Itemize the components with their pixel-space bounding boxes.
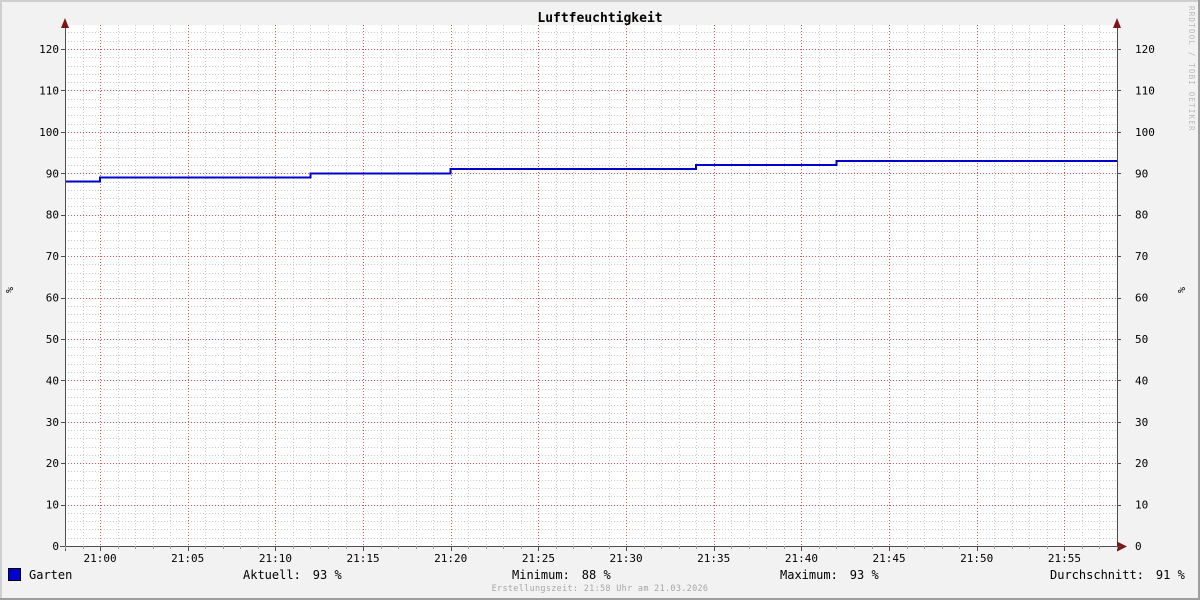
chart-title: Luftfeuchtigkeit xyxy=(537,11,663,26)
svg-text:30: 30 xyxy=(46,416,59,429)
svg-text:21:35: 21:35 xyxy=(697,552,730,565)
stat-maximum-value: 93 % xyxy=(849,568,879,582)
stat-durchschnitt-label: Durchschnitt: xyxy=(1050,568,1144,582)
svg-text:50: 50 xyxy=(46,333,59,346)
svg-text:21:45: 21:45 xyxy=(873,552,906,565)
stat-durchschnitt: Durchschnitt: 91 % xyxy=(1050,568,1185,582)
stat-maximum-label: Maximum: xyxy=(780,568,838,582)
svg-text:90: 90 xyxy=(1135,167,1148,180)
svg-text:21:25: 21:25 xyxy=(522,552,555,565)
svg-text:50: 50 xyxy=(1135,333,1148,346)
border-shade-right xyxy=(1198,0,1200,600)
border-shade-bottom xyxy=(0,598,1200,600)
stat-durchschnitt-value: 91 % xyxy=(1155,568,1185,582)
svg-text:120: 120 xyxy=(39,43,59,56)
svg-text:40: 40 xyxy=(1135,374,1148,387)
svg-text:100: 100 xyxy=(1135,126,1155,139)
svg-text:0: 0 xyxy=(1135,540,1142,553)
svg-text:70: 70 xyxy=(1135,250,1148,263)
series-label: Garten xyxy=(29,568,73,582)
border-shade-top xyxy=(0,0,1200,2)
svg-text:21:50: 21:50 xyxy=(960,552,993,565)
svg-text:70: 70 xyxy=(46,250,59,263)
border-shade-left xyxy=(0,0,2,600)
svg-text:20: 20 xyxy=(1135,457,1148,470)
svg-text:21:20: 21:20 xyxy=(434,552,467,565)
svg-text:21:40: 21:40 xyxy=(785,552,818,565)
svg-text:21:30: 21:30 xyxy=(610,552,643,565)
svg-text:90: 90 xyxy=(46,167,59,180)
creation-time: Erstellungszeit: 21:58 Uhr am 21.03.2026 xyxy=(491,584,709,594)
svg-text:60: 60 xyxy=(46,292,59,305)
stat-minimum-label: Minimum: xyxy=(512,568,570,582)
svg-text:10: 10 xyxy=(1135,499,1148,512)
svg-text:80: 80 xyxy=(1135,209,1148,222)
stat-minimum-value: 88 % xyxy=(581,568,611,582)
stat-aktuell-label: Aktuell: xyxy=(243,568,301,582)
svg-text:100: 100 xyxy=(39,126,59,139)
svg-text:21:55: 21:55 xyxy=(1048,552,1081,565)
y-axis-unit-right: % xyxy=(1175,287,1186,293)
y-axis-unit-left: % xyxy=(5,287,16,293)
svg-text:110: 110 xyxy=(1135,84,1155,97)
svg-text:40: 40 xyxy=(46,374,59,387)
svg-text:120: 120 xyxy=(1135,43,1155,56)
stat-minimum: Minimum: 88 % xyxy=(512,568,611,582)
svg-text:30: 30 xyxy=(1135,416,1148,429)
svg-text:110: 110 xyxy=(39,84,59,97)
svg-text:60: 60 xyxy=(1135,292,1148,305)
svg-text:21:15: 21:15 xyxy=(347,552,380,565)
svg-text:0: 0 xyxy=(52,540,59,553)
svg-text:10: 10 xyxy=(46,499,59,512)
svg-text:21:05: 21:05 xyxy=(171,552,204,565)
watermark-credit: RRDTOOL / TOBI OETIKER xyxy=(1187,6,1196,132)
svg-text:20: 20 xyxy=(46,457,59,470)
svg-text:21:00: 21:00 xyxy=(84,552,117,565)
svg-text:80: 80 xyxy=(46,209,59,222)
stat-maximum: Maximum: 93 % xyxy=(780,568,879,582)
legend: Garten Aktuell: 93 % Minimum: 88 % Maximum… xyxy=(0,567,1200,583)
stat-aktuell-value: 93 % xyxy=(312,568,342,582)
svg-text:21:10: 21:10 xyxy=(259,552,292,565)
stat-aktuell: Aktuell: 93 % xyxy=(243,568,342,582)
series-color-swatch xyxy=(8,568,21,581)
